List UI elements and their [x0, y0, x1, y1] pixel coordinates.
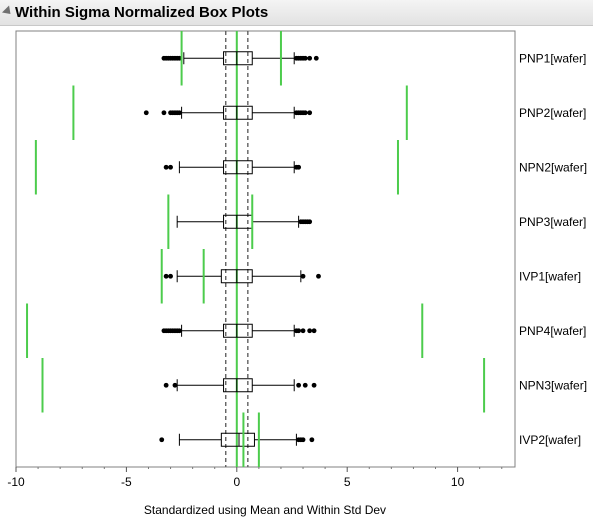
series-7 — [41, 358, 486, 413]
iqr-box — [223, 51, 253, 66]
box-plot-chart: PNP1[wafer] PNP2[wafer] NPN2[wafer] PNP3[wa… — [7, 30, 587, 517]
series-8 — [159, 412, 315, 467]
panel-header[interactable]: Within Sigma Normalized Box Plots — [0, 0, 593, 26]
outlier-point — [313, 55, 319, 61]
outlier-point — [302, 55, 308, 61]
x-tick-label: 0 — [233, 475, 240, 489]
outlier-point — [300, 273, 306, 279]
series-1 — [161, 31, 319, 86]
outlier-point — [168, 273, 173, 279]
x-tick-label: 10 — [451, 475, 465, 489]
iqr-box — [220, 432, 255, 447]
series-4 — [167, 194, 313, 249]
outlier-point — [161, 110, 167, 116]
x-tick-label: -10 — [7, 475, 25, 489]
panel-title: Within Sigma Normalized Box Plots — [15, 4, 269, 21]
category-label: PNP2[wafer] — [519, 106, 586, 120]
category-label: NPN3[wafer] — [519, 378, 587, 392]
outlier-point — [309, 437, 315, 443]
outlier-point — [307, 219, 313, 225]
iqr-box — [223, 160, 253, 175]
outlier-point — [307, 55, 313, 61]
outlier-point — [300, 328, 306, 334]
outlier-point — [307, 328, 313, 334]
x-tick-label: -5 — [121, 475, 132, 489]
outlier-point — [311, 382, 317, 388]
series-2 — [72, 85, 408, 140]
x-axis-label: Standardized using Mean and Within Std D… — [144, 503, 386, 517]
iqr-box — [223, 378, 253, 393]
outlier-point — [300, 437, 306, 443]
outlier-point — [296, 328, 302, 334]
series-5 — [160, 249, 321, 304]
disclosure-triangle-icon[interactable] — [1, 5, 15, 18]
outlier-point — [176, 110, 182, 116]
outlier-point — [163, 164, 169, 170]
series-6 — [26, 303, 424, 358]
outlier-point — [302, 110, 308, 116]
outlier-point — [296, 382, 302, 388]
x-tick-label: 5 — [344, 475, 351, 489]
outlier-point — [143, 110, 149, 116]
category-label: PNP1[wafer] — [519, 51, 586, 65]
category-label: IVP2[wafer] — [519, 433, 581, 447]
outlier-point — [176, 55, 182, 61]
outlier-point — [168, 164, 173, 170]
outlier-point — [163, 273, 169, 279]
outlier-point — [159, 437, 165, 443]
category-label: PNP3[wafer] — [519, 215, 586, 229]
outlier-point — [172, 382, 178, 388]
category-label: PNP4[wafer] — [519, 324, 586, 338]
series-3 — [34, 140, 399, 195]
outlier-point — [163, 382, 169, 388]
outlier-point — [316, 273, 321, 279]
outlier-point — [307, 110, 313, 116]
iqr-box — [223, 105, 253, 120]
outlier-point — [302, 382, 308, 388]
plot-frame — [15, 30, 516, 468]
category-label: NPN2[wafer] — [519, 160, 587, 174]
outlier-point — [176, 328, 182, 334]
iqr-box — [223, 323, 253, 338]
outlier-point — [296, 164, 302, 170]
outlier-point — [311, 328, 317, 334]
category-label: IVP1[wafer] — [519, 269, 581, 283]
